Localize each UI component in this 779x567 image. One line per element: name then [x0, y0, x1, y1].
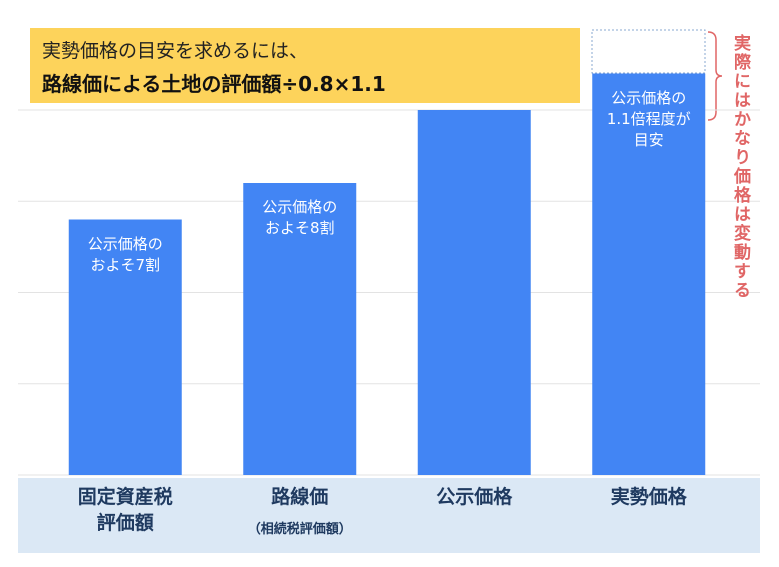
category-band	[18, 478, 760, 553]
x-tick-label: 公示価格	[436, 486, 513, 508]
bar-label: 公示価格の およそ8割	[262, 198, 338, 237]
bar	[592, 73, 706, 475]
bar-label: 公示価格の 1.1倍程度が 目安	[606, 88, 691, 149]
bar	[68, 219, 182, 475]
variation-box	[591, 29, 706, 74]
x-tick-label: 路線価	[271, 486, 329, 508]
bar-label: 公示価格の およそ7割	[87, 234, 163, 274]
x-tick-label: 固定資産税 評価額	[77, 486, 173, 534]
x-tick-note: （相続税評価額）	[247, 522, 352, 537]
title-box	[30, 28, 580, 103]
title: 実勢価格の目安を求めるには、	[42, 40, 309, 62]
annotation: 実際にはかなり価格は変動する	[730, 34, 750, 300]
bracket	[707, 31, 723, 121]
subtitle: 路線価による土地の評価額÷0.8×1.1	[42, 72, 386, 96]
bar	[243, 183, 357, 475]
x-tick-label: 実勢価格	[610, 486, 687, 508]
bar	[417, 110, 531, 475]
